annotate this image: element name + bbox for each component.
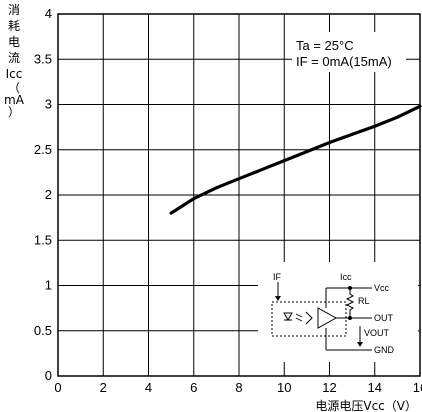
annotation-if: IF = 0mA(15mA) [296,54,392,69]
x-tick-label: 12 [322,380,336,395]
y-tick-label: 1 [45,278,52,293]
x-tick-label: 6 [190,380,197,395]
circuit-diagram: IF Icc Vcc RL OUT VOUT GND [258,262,418,362]
x-tick-label: 16 [413,380,422,395]
x-tick-label: 10 [277,380,291,395]
x-tick-label: 2 [100,380,107,395]
y-tick-label: 0.5 [34,323,52,338]
annotation-box [292,32,406,72]
circuit-label-vout: VOUT [364,328,390,338]
y-tick-label: 2.5 [34,142,52,157]
y-tick-label: 1.5 [34,232,52,247]
circuit-label-if: IF [273,272,282,282]
vout-arrow-head [357,342,363,347]
y-tick-label: 0 [45,368,52,383]
vcc-node [348,286,352,290]
out-node [348,316,352,320]
y-axis-label-char: 电 [8,35,20,49]
y-tick-label: 4 [45,6,52,21]
photodiode-symbol [305,311,313,325]
resistor-rl [345,290,355,318]
circuit-label-out: OUT [374,313,394,323]
y-tick-labels: 0 0.5 1 1.5 2 2.5 3 3.5 4 [34,6,52,383]
x-axis-label: 电源电压Vcc（V） [315,399,417,412]
circuit-label-vcc: Vcc [374,283,390,293]
circuit-background [258,262,418,362]
annotation-temperature: Ta = 25°C [296,38,354,53]
series-line [169,104,422,215]
y-axis-label-char: 消 [8,3,20,17]
x-tick-label: 8 [235,380,242,395]
x-tick-label: 0 [54,380,61,395]
y-tick-label: 3 [45,97,52,112]
y-axis-label-char: 流 [8,51,20,65]
circuit-label-rl: RL [358,296,370,306]
circuit-label-gnd: GND [374,345,395,355]
y-axis-label-char: （ [8,81,20,95]
y-axis-label-char: ） [8,105,20,119]
amplifier-symbol [317,307,338,329]
y-tick-label: 3.5 [34,51,52,66]
light-arrows [295,313,303,322]
y-axis-label-char: Icc [6,67,23,81]
y-axis-label-char: mA [4,93,25,107]
plot-frame [57,13,421,377]
x-tick-label: 14 [368,380,382,395]
circuit-label-icc: Icc [340,272,352,282]
y-tick-label: 2 [45,187,52,202]
x-tick-labels: 0 2 4 6 8 10 12 14 16 [54,380,422,395]
package-outline [271,301,347,337]
y-axis-label-char: 耗 [8,19,20,33]
led-symbol [283,312,293,322]
if-arrow-head [275,296,281,301]
x-tick-label: 4 [145,380,152,395]
